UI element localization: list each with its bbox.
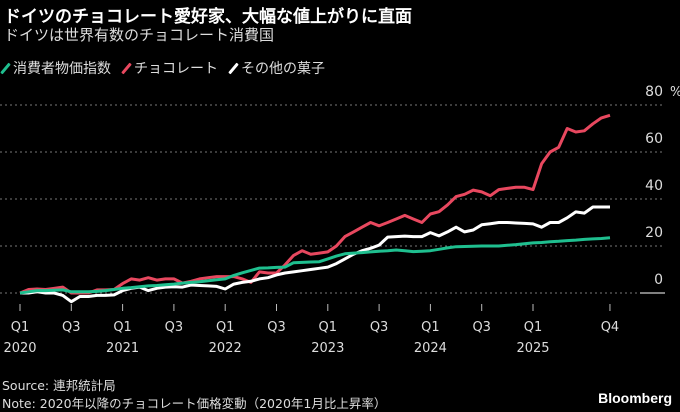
y-tick-label: 20	[645, 225, 663, 241]
series-lines	[19, 113, 611, 304]
chart-title: ドイツのチョコレート愛好家、大幅な値上がりに直面	[4, 7, 412, 27]
x-tick-quarter: Q1	[421, 320, 440, 335]
legend-label: チョコレート	[134, 61, 218, 77]
legend-swatch	[121, 62, 132, 74]
x-tick-year: 2020	[3, 341, 36, 356]
y-tick-label: 80	[645, 84, 663, 100]
x-tick-quarter: Q3	[472, 320, 491, 335]
x-tick-year: 2023	[311, 341, 344, 356]
x-tick-quarter: Q1	[524, 320, 543, 335]
legend-item-other-sweets: その他の菓子	[228, 58, 325, 78]
gridlines: 0 20 40 60 80%	[0, 84, 680, 294]
footnote: Note: 2020年以降のチョコレート価格変動（2020年1月比上昇率）	[2, 396, 387, 411]
series-line-1	[19, 113, 611, 295]
x-tick-quarter: Q3	[370, 320, 389, 335]
x-tick-quarter: Q1	[113, 320, 132, 335]
x-tick-year: 2025	[516, 341, 549, 356]
y-tick-label: 60	[645, 131, 663, 147]
bloomberg-logo: Bloomberg	[598, 390, 672, 406]
y-tick-label: 40	[645, 178, 663, 194]
x-tick-quarter: Q3	[267, 320, 286, 335]
x-axis: Q1 2020 Q3 Q1 2021 Q3 Q1 2022 Q3 Q1 2023 Q3 Q1 2024 Q3…	[3, 304, 619, 356]
series-line-0	[19, 236, 611, 295]
legend: 消費者物価指数 チョコレート その他の菓子	[0, 58, 325, 78]
legend-item-cpi: 消費者物価指数	[0, 58, 111, 78]
source-note: Source: 連邦統計局	[2, 378, 116, 393]
x-tick-quarter: Q4	[601, 320, 620, 335]
x-tick-quarter: Q3	[62, 320, 81, 335]
series-line-2	[20, 205, 610, 304]
legend-swatch	[228, 62, 239, 74]
x-tick-quarter: Q3	[165, 320, 184, 335]
y-tick-label: 0	[654, 272, 663, 288]
x-tick-year: 2024	[414, 341, 447, 356]
legend-label: 消費者物価指数	[13, 61, 111, 77]
x-tick-quarter: Q1	[11, 320, 30, 335]
legend-item-chocolate: チョコレート	[121, 58, 218, 78]
x-tick-year: 2021	[106, 341, 139, 356]
x-tick-year: 2022	[209, 341, 242, 356]
x-tick-quarter: Q1	[319, 320, 338, 335]
legend-label: その他の菓子	[241, 61, 325, 77]
x-tick-quarter: Q1	[216, 320, 235, 335]
y-unit-label: %	[670, 85, 680, 100]
chart-subtitle: ドイツは世界有数のチョコレート消費国	[4, 26, 275, 44]
